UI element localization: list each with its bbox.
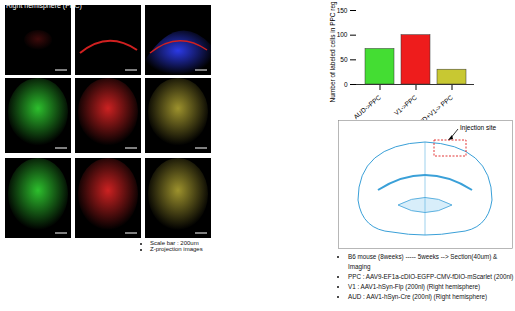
svg-text:AUD+V1-> PPC: AUD+V1-> PPC — [414, 93, 454, 120]
svg-text:V1->PPC: V1->PPC — [393, 93, 419, 116]
html-text:Z-projection images: Z-projection images — [150, 246, 203, 252]
svg-text:0: 0 — [344, 81, 348, 88]
svg-text:AUD->PPC: AUD->PPC — [352, 93, 382, 120]
html-text:B6 mouse (8weeks) ----- 5weeks: B6 mouse (8weeks) ----- 5weeks --> Secti… — [348, 253, 498, 270]
html-text:Right hemisphere (PPC): Right hemisphere (PPC) — [6, 2, 82, 9]
svg-text:Number of labeled cells in PPC: Number of labeled cells in PPC region — [329, 2, 337, 102]
html-text:Scale bar : 200um: Scale bar : 200um — [150, 240, 199, 246]
svg-text:100: 100 — [337, 31, 348, 38]
html-text:AUD : AAV1-hSyn-Cre (200nl) (R: AUD : AAV1-hSyn-Cre (200nl) (Right hemis… — [348, 293, 488, 300]
svg-text:150: 150 — [337, 7, 348, 14]
html-text:PPC : AAV9-EF1a-cDIO-EGFP-CMV-: PPC : AAV9-EF1a-cDIO-EGFP-CMV-fDIO-mScar… — [348, 273, 514, 280]
html-text:V1 : AAV1-hSyn-Flp (200nl) (Ri: V1 : AAV1-hSyn-Flp (200nl) (Right hemisp… — [348, 283, 481, 290]
svg-text:50: 50 — [340, 56, 348, 63]
svg-text:Injection site: Injection site — [460, 124, 497, 132]
